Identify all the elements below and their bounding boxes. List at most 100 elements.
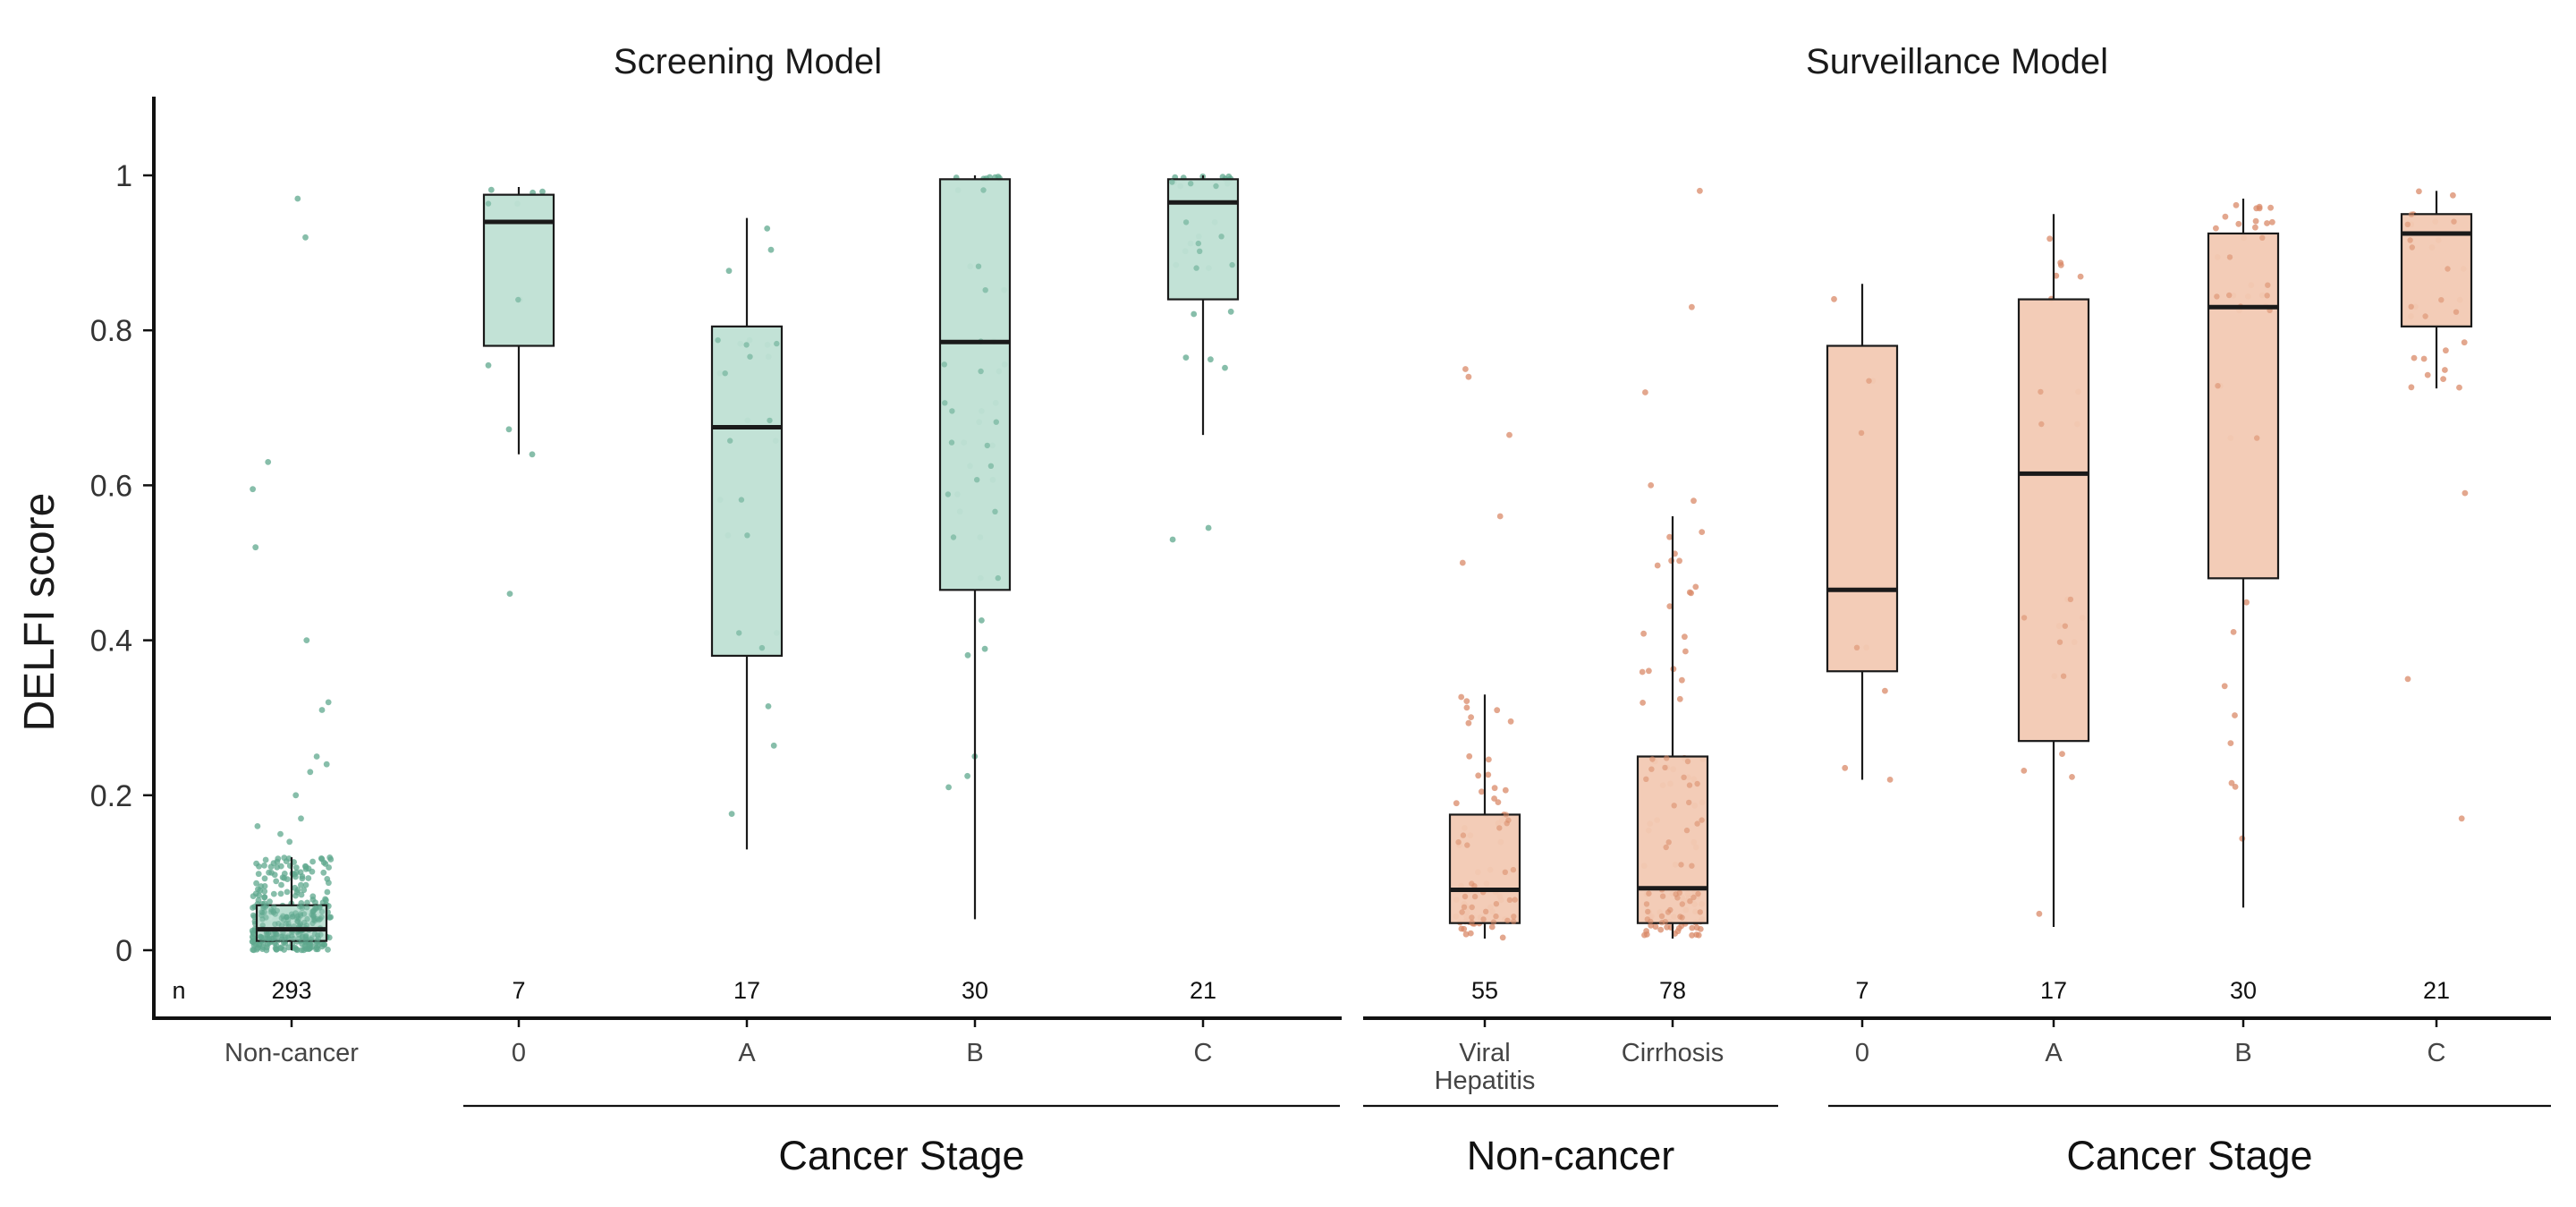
- y-tick-label: 0.4: [90, 625, 132, 659]
- data-point: [318, 855, 326, 863]
- data-point: [980, 187, 987, 193]
- panel-title: Surveillance Model: [1806, 42, 2108, 81]
- data-point: [2408, 384, 2415, 391]
- data-point: [326, 880, 332, 887]
- data-point: [1693, 924, 1700, 931]
- data-point: [1665, 839, 1672, 846]
- x-tick-label: B: [966, 1039, 983, 1067]
- data-point: [485, 361, 492, 369]
- data-point: [2408, 303, 2414, 310]
- data-point: [2228, 779, 2235, 786]
- data-point: [945, 491, 952, 497]
- data-point: [1225, 173, 1233, 180]
- data-point: [1213, 183, 1219, 190]
- data-point: [250, 893, 257, 899]
- data-point: [1503, 812, 1510, 818]
- data-point: [2453, 309, 2460, 315]
- data-point: [2232, 712, 2238, 718]
- data-point: [770, 742, 777, 749]
- data-point: [1694, 820, 1700, 827]
- data-point: [1667, 906, 1674, 914]
- data-point: [1512, 897, 1518, 903]
- data-point: [1689, 303, 1695, 310]
- data-point: [2221, 683, 2228, 690]
- data-point: [2253, 205, 2260, 212]
- group-count: 55: [1471, 977, 1498, 1004]
- data-point: [984, 442, 991, 449]
- data-point: [992, 508, 998, 514]
- data-point: [277, 945, 284, 952]
- x-tick-label: A: [2045, 1039, 2063, 1067]
- data-point: [1191, 310, 1198, 318]
- x-tick-label: C: [1194, 1039, 1213, 1067]
- box-group: 17 A: [2017, 214, 2090, 1067]
- data-point: [255, 871, 262, 878]
- data-point: [1664, 923, 1670, 931]
- data-point: [1188, 181, 1194, 187]
- y-tick-label: 1: [115, 159, 132, 193]
- data-point: [1506, 897, 1513, 904]
- data-point: [1229, 261, 1235, 268]
- data-point: [1690, 497, 1697, 505]
- data-point: [301, 887, 308, 894]
- data-point: [2243, 599, 2250, 606]
- box-group: 293 Non-cancer: [225, 195, 359, 1067]
- data-point: [322, 896, 328, 903]
- data-point: [1475, 772, 1482, 779]
- data-point: [1682, 633, 1688, 641]
- data-point: [2438, 297, 2445, 303]
- data-point: [1689, 931, 1695, 939]
- data-point: [767, 246, 775, 253]
- data-point: [1686, 589, 1693, 596]
- data-point: [298, 815, 304, 822]
- data-point: [259, 938, 266, 944]
- data-point: [1193, 265, 1199, 271]
- data-point: [1689, 924, 1696, 931]
- data-point: [1645, 908, 1651, 915]
- box-group: 70: [482, 186, 555, 1067]
- data-point: [1697, 187, 1703, 194]
- box-group: 21 C: [2400, 188, 2473, 1067]
- box: [1826, 344, 1899, 673]
- data-point: [2226, 292, 2233, 299]
- data-point: [1695, 890, 1701, 897]
- data-point: [715, 337, 721, 344]
- data-point: [1678, 922, 1685, 930]
- data-point: [1502, 786, 1509, 794]
- data-point: [261, 862, 267, 869]
- data-point: [948, 439, 955, 446]
- data-point: [1182, 219, 1190, 225]
- data-point: [261, 875, 268, 882]
- data-point: [1652, 923, 1659, 931]
- data-point: [277, 863, 284, 870]
- data-point: [1699, 529, 1706, 535]
- data-point: [263, 944, 270, 951]
- data-point: [2451, 218, 2457, 225]
- data-point: [304, 899, 310, 906]
- data-point: [1464, 842, 1470, 848]
- data-point: [2462, 489, 2469, 497]
- data-point: [1676, 557, 1682, 565]
- data-point: [261, 883, 268, 889]
- data-point: [981, 645, 988, 652]
- data-point: [1485, 771, 1492, 778]
- data-point: [1654, 562, 1661, 569]
- data-point: [307, 941, 314, 948]
- data-point: [275, 855, 282, 863]
- data-point: [1488, 923, 1496, 931]
- data-point: [279, 874, 286, 880]
- data-point: [1182, 354, 1190, 361]
- data-point: [1510, 866, 1517, 873]
- data-point: [529, 451, 536, 458]
- data-point: [308, 936, 314, 943]
- data-point: [250, 912, 257, 919]
- data-point: [1692, 583, 1699, 591]
- data-point: [2407, 237, 2413, 243]
- group-count: 293: [271, 977, 311, 1004]
- data-point: [261, 894, 267, 901]
- data-point: [309, 868, 316, 875]
- box-group: 21 C: [1166, 173, 1240, 1067]
- data-point: [311, 931, 318, 938]
